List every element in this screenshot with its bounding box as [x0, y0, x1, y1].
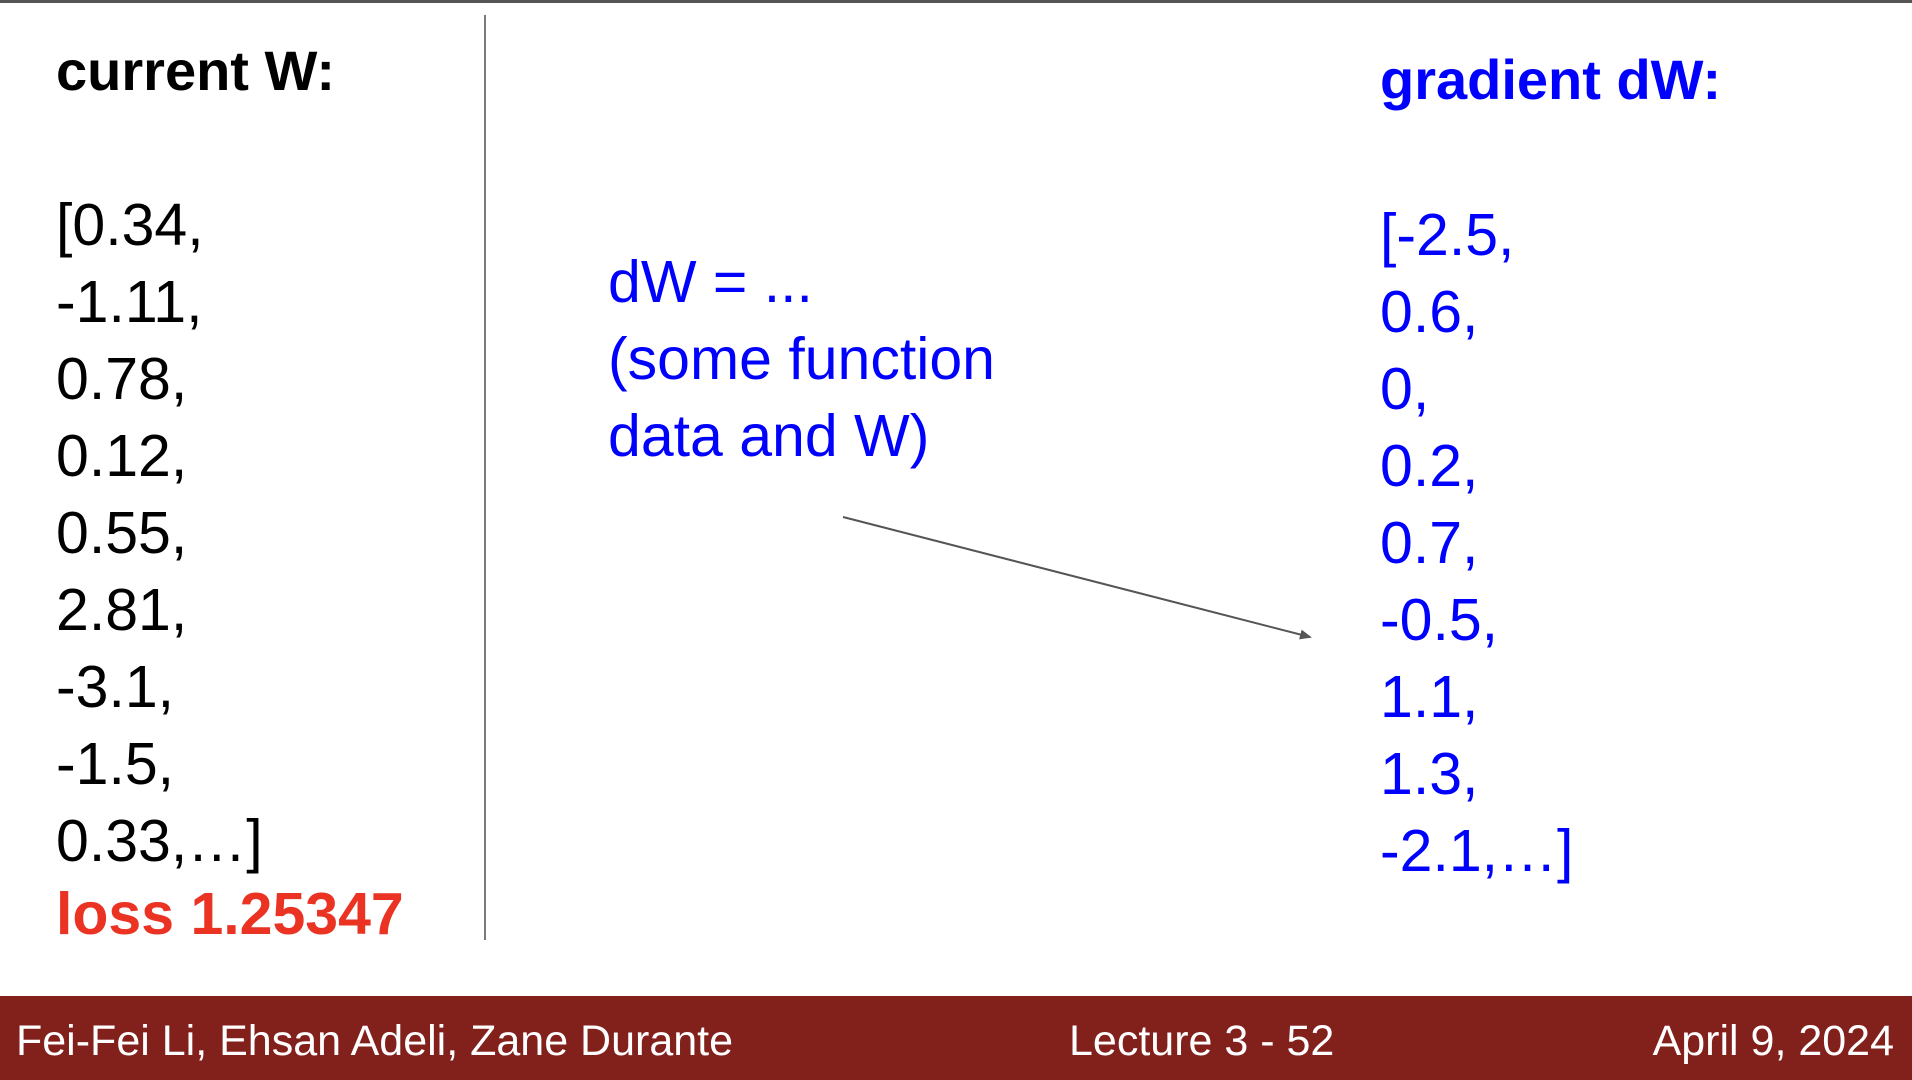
dw-value: [-2.5, — [1380, 202, 1515, 268]
gradient-formula: dW = ... (some function data and W) — [608, 244, 995, 475]
formula-line: data and W) — [608, 403, 930, 469]
gradient-dw-heading: gradient dW: — [1380, 48, 1722, 111]
formula-line: dW = ... — [608, 249, 813, 315]
current-w-values: [0.34, -1.11, 0.78, 0.12, 0.55, 2.81, -3… — [56, 187, 263, 880]
dw-value: 1.1, — [1380, 664, 1479, 730]
dw-value: 0.6, — [1380, 279, 1479, 345]
dw-value: 0.7, — [1380, 510, 1479, 576]
dw-value: 0.2, — [1380, 433, 1479, 499]
w-value: -1.5, — [56, 731, 175, 797]
footer-date: April 9, 2024 — [1652, 1017, 1894, 1065]
top-border — [0, 0, 1912, 3]
w-value: 2.81, — [56, 577, 188, 643]
gradient-dw-values: [-2.5, 0.6, 0, 0.2, 0.7, -0.5, 1.1, 1.3,… — [1380, 197, 1573, 890]
dw-value: -2.1,…] — [1380, 818, 1574, 884]
w-value: 0.12, — [56, 423, 188, 489]
footer-authors: Fei-Fei Li, Ehsan Adeli, Zane Durante — [16, 1017, 734, 1065]
vertical-divider — [484, 15, 486, 940]
dw-value: 1.3, — [1380, 741, 1479, 807]
w-value: 0.33,…] — [56, 808, 263, 874]
footer-lecture-number: Lecture 3 - 52 — [1069, 1017, 1335, 1065]
formula-line: (some function — [608, 326, 995, 392]
dw-value: -0.5, — [1380, 587, 1499, 653]
loss-value: loss 1.25347 — [56, 881, 404, 947]
w-value: 0.55, — [56, 500, 188, 566]
w-value: -3.1, — [56, 654, 175, 720]
current-w-heading: current W: — [56, 39, 335, 102]
dw-value: 0, — [1380, 356, 1430, 422]
w-value: 0.78, — [56, 346, 188, 412]
slide-footer: Fei-Fei Li, Ehsan Adeli, Zane Durante Le… — [0, 996, 1912, 1080]
w-value: -1.11, — [56, 269, 203, 335]
w-value: [0.34, — [56, 192, 204, 258]
